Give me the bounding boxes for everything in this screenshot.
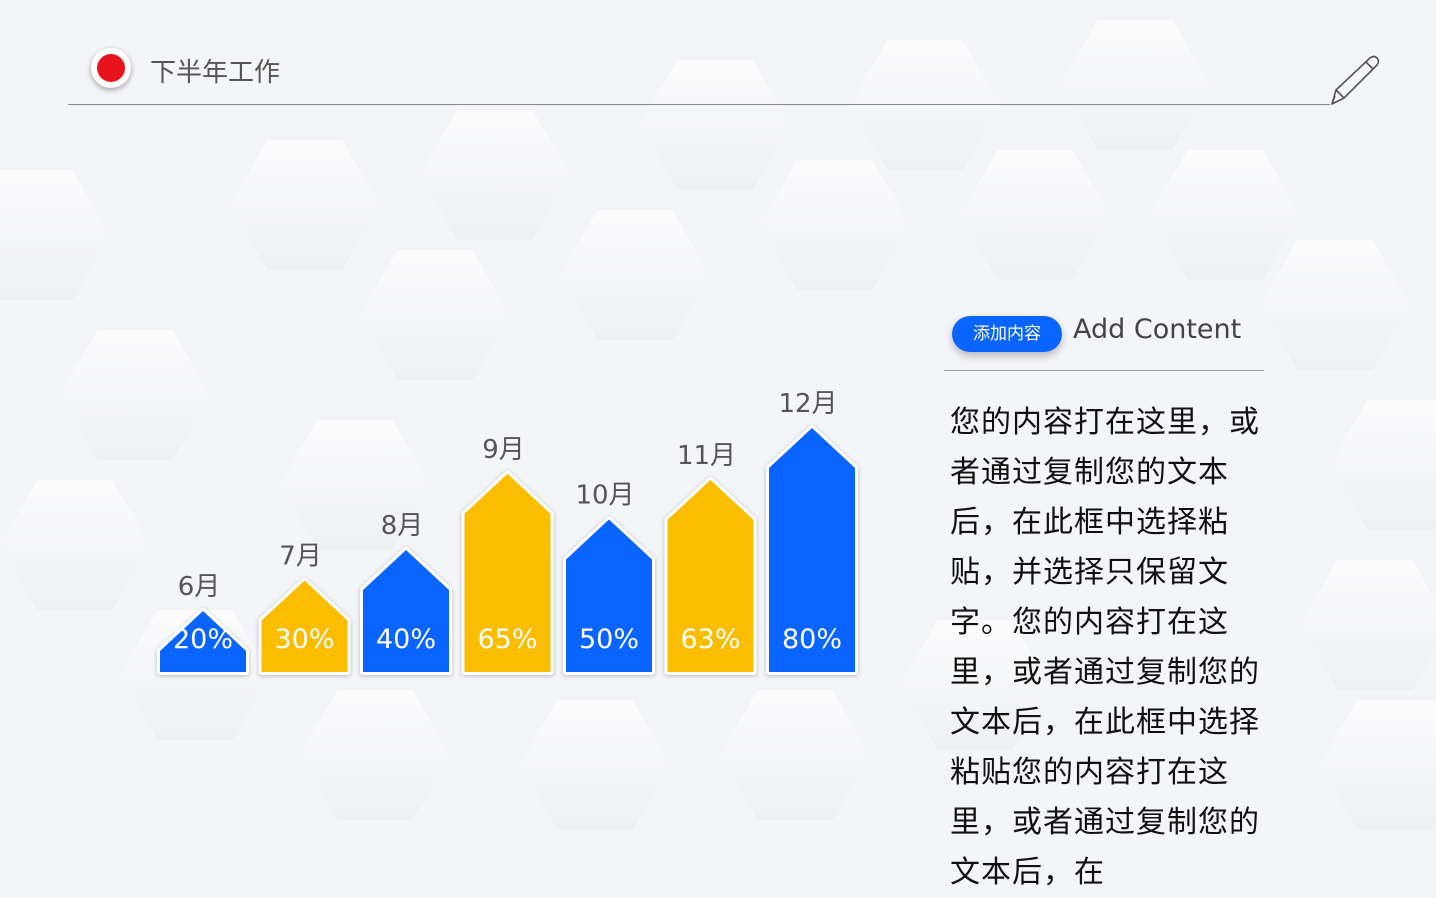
value-label: 50% [579, 624, 639, 655]
hexagon-background [0, 20, 1436, 830]
header-divider [68, 104, 1330, 105]
value-label: 20% [173, 624, 233, 655]
bar-4 [464, 473, 551, 672]
value-label: 30% [274, 624, 334, 655]
add-content-tag[interactable]: 添加内容 [952, 316, 1062, 352]
bar-7 [769, 428, 855, 672]
bar-2 [261, 580, 348, 672]
category-label: 9月 [482, 435, 525, 465]
bar-3 [363, 550, 449, 672]
value-label: 40% [376, 624, 436, 655]
panel-heading: Add Content [1073, 314, 1242, 345]
red-dot-icon [91, 48, 131, 88]
bar-6 [667, 479, 754, 672]
pen-icon [1331, 55, 1380, 105]
bar-1 [160, 611, 246, 672]
category-label: 8月 [381, 511, 424, 541]
value-label: 80% [782, 624, 842, 655]
category-label: 10月 [575, 481, 634, 511]
panel-divider [944, 370, 1264, 371]
category-label: 7月 [279, 542, 322, 572]
category-label: 12月 [778, 389, 837, 419]
category-label: 11月 [677, 441, 736, 471]
page-title: 下半年工作 [150, 58, 281, 88]
slide-header: 下半年工作 [0, 0, 1436, 120]
value-label: 65% [477, 624, 537, 655]
monthly-progress-chart: 20% 6月 30% 7月 40% 8月 65% 9月 50% 10月 63% 11月 80% 12月 [157, 389, 858, 675]
panel-body-text: 您的内容打在这里，或者通过复制您的文本后，在此框中选择粘贴，并选择只保留文字。您… [950, 405, 1260, 890]
category-label: 6月 [178, 572, 221, 602]
bar-5 [566, 519, 652, 672]
value-label: 63% [680, 624, 740, 655]
